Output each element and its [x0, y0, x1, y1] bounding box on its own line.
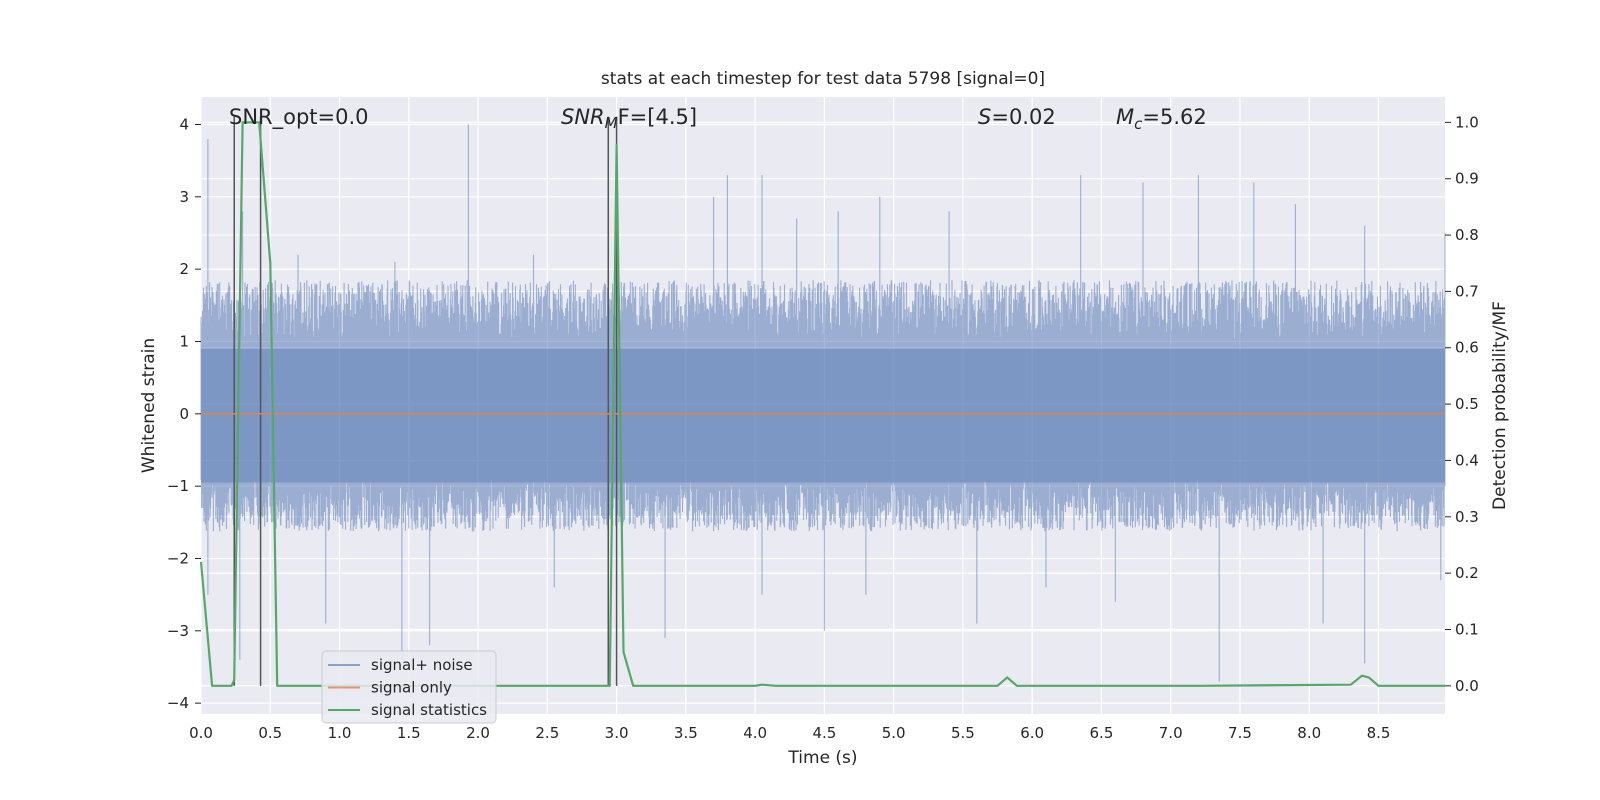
noise-core [201, 348, 1445, 483]
y-tick-label-right: 0.4 [1455, 451, 1479, 469]
y-tick-label-right: 0.5 [1455, 395, 1479, 413]
noise-series [200, 124, 1446, 682]
y-tick-label-left: −3 [167, 622, 189, 640]
tick-labels: 0.0 0.5 1.0 1.5 2.0 2.5 3.0 3.5 4.0 4.5 5.0 5.5 6.0 6… [167, 113, 1479, 742]
y-tick-label-right: 0.3 [1455, 508, 1479, 526]
y-tick-label-right: 0.0 [1455, 677, 1479, 695]
y-tick-label-right: 0.8 [1455, 226, 1479, 244]
mc-rest: =5.62 [1142, 105, 1206, 129]
noise-trace [200, 124, 1446, 682]
x-tick-label: 5.5 [951, 724, 975, 742]
x-tick-label: 3.0 [605, 724, 629, 742]
s-rest: =0.02 [991, 105, 1055, 129]
y-tick-label-left: 1 [179, 332, 189, 350]
y-tick-label-left: 4 [179, 115, 189, 133]
signal-statistics-line [199, 121, 1445, 687]
annotation-mc: Mc=5.62 [1116, 105, 1207, 133]
snr-mf-rest: F=[4.5] [618, 105, 697, 129]
y-axis-label-left: Whitened strain [139, 338, 159, 473]
x-tick-label: 0.0 [189, 724, 213, 742]
x-tick-label: 2.5 [535, 724, 559, 742]
y-tick-label-left: −4 [167, 694, 189, 712]
y-axis-label-right: Detection probability/MF [1490, 301, 1510, 510]
event-markers [233, 116, 618, 686]
x-tick-label: 7.0 [1159, 724, 1183, 742]
mc-main: M [1116, 105, 1134, 129]
x-tick-label: 1.0 [328, 724, 352, 742]
y-tick-label-right: 1.0 [1455, 113, 1479, 131]
y-tick-label-right: 0.1 [1455, 620, 1479, 638]
s-symbol: S [978, 105, 991, 129]
stats-series [199, 121, 1445, 687]
snr-mf-sub: M [605, 114, 618, 132]
x-tick-label: 7.5 [1228, 724, 1252, 742]
x-tick-label: 0.5 [258, 724, 282, 742]
chart-title: stats at each timestep for test data 579… [601, 69, 1045, 89]
y-tick-label-right: 0.2 [1455, 564, 1479, 582]
x-tick-label: 8.0 [1297, 724, 1321, 742]
annotation-snr-opt: SNR_opt=0.0 [229, 105, 369, 130]
x-tick-label: 3.5 [674, 724, 698, 742]
y-tick-label-left: 0 [179, 405, 189, 423]
y-tick-label-left: −1 [167, 477, 189, 495]
y-tick-label-left: 3 [179, 188, 189, 206]
legend-box [321, 650, 497, 724]
y-tick-label-right: 0.6 [1455, 339, 1479, 357]
x-tick-label: 6.0 [1020, 724, 1044, 742]
x-tick-label: 6.5 [1090, 724, 1114, 742]
x-axis-label: Time (s) [787, 748, 857, 768]
legend-label: signal statistics [371, 701, 487, 719]
y-tick-label-left: 2 [179, 260, 189, 278]
y-tick-label-right: 0.9 [1455, 170, 1479, 188]
x-tick-label: 8.5 [1367, 724, 1391, 742]
y-tick-label-left: −2 [167, 549, 189, 567]
mc-sub: c [1134, 115, 1143, 133]
x-tick-label: 4.0 [743, 724, 767, 742]
legend-label: signal only [371, 679, 452, 697]
x-tick-label: 5.0 [882, 724, 906, 742]
legend-label: signal+ noise [371, 656, 473, 674]
annotation-snr-mf: SNRMF=[4.5] [561, 105, 697, 132]
x-tick-label: 1.5 [397, 724, 421, 742]
snr-mf-main: SNR [561, 105, 605, 129]
legend: signal+ noise signal only signal statistic… [321, 650, 497, 724]
x-tick-label: 2.0 [466, 724, 490, 742]
x-tick-label: 4.5 [812, 724, 836, 742]
y-tick-label-right: 0.7 [1455, 282, 1479, 300]
annotation-s: S=0.02 [978, 105, 1056, 129]
